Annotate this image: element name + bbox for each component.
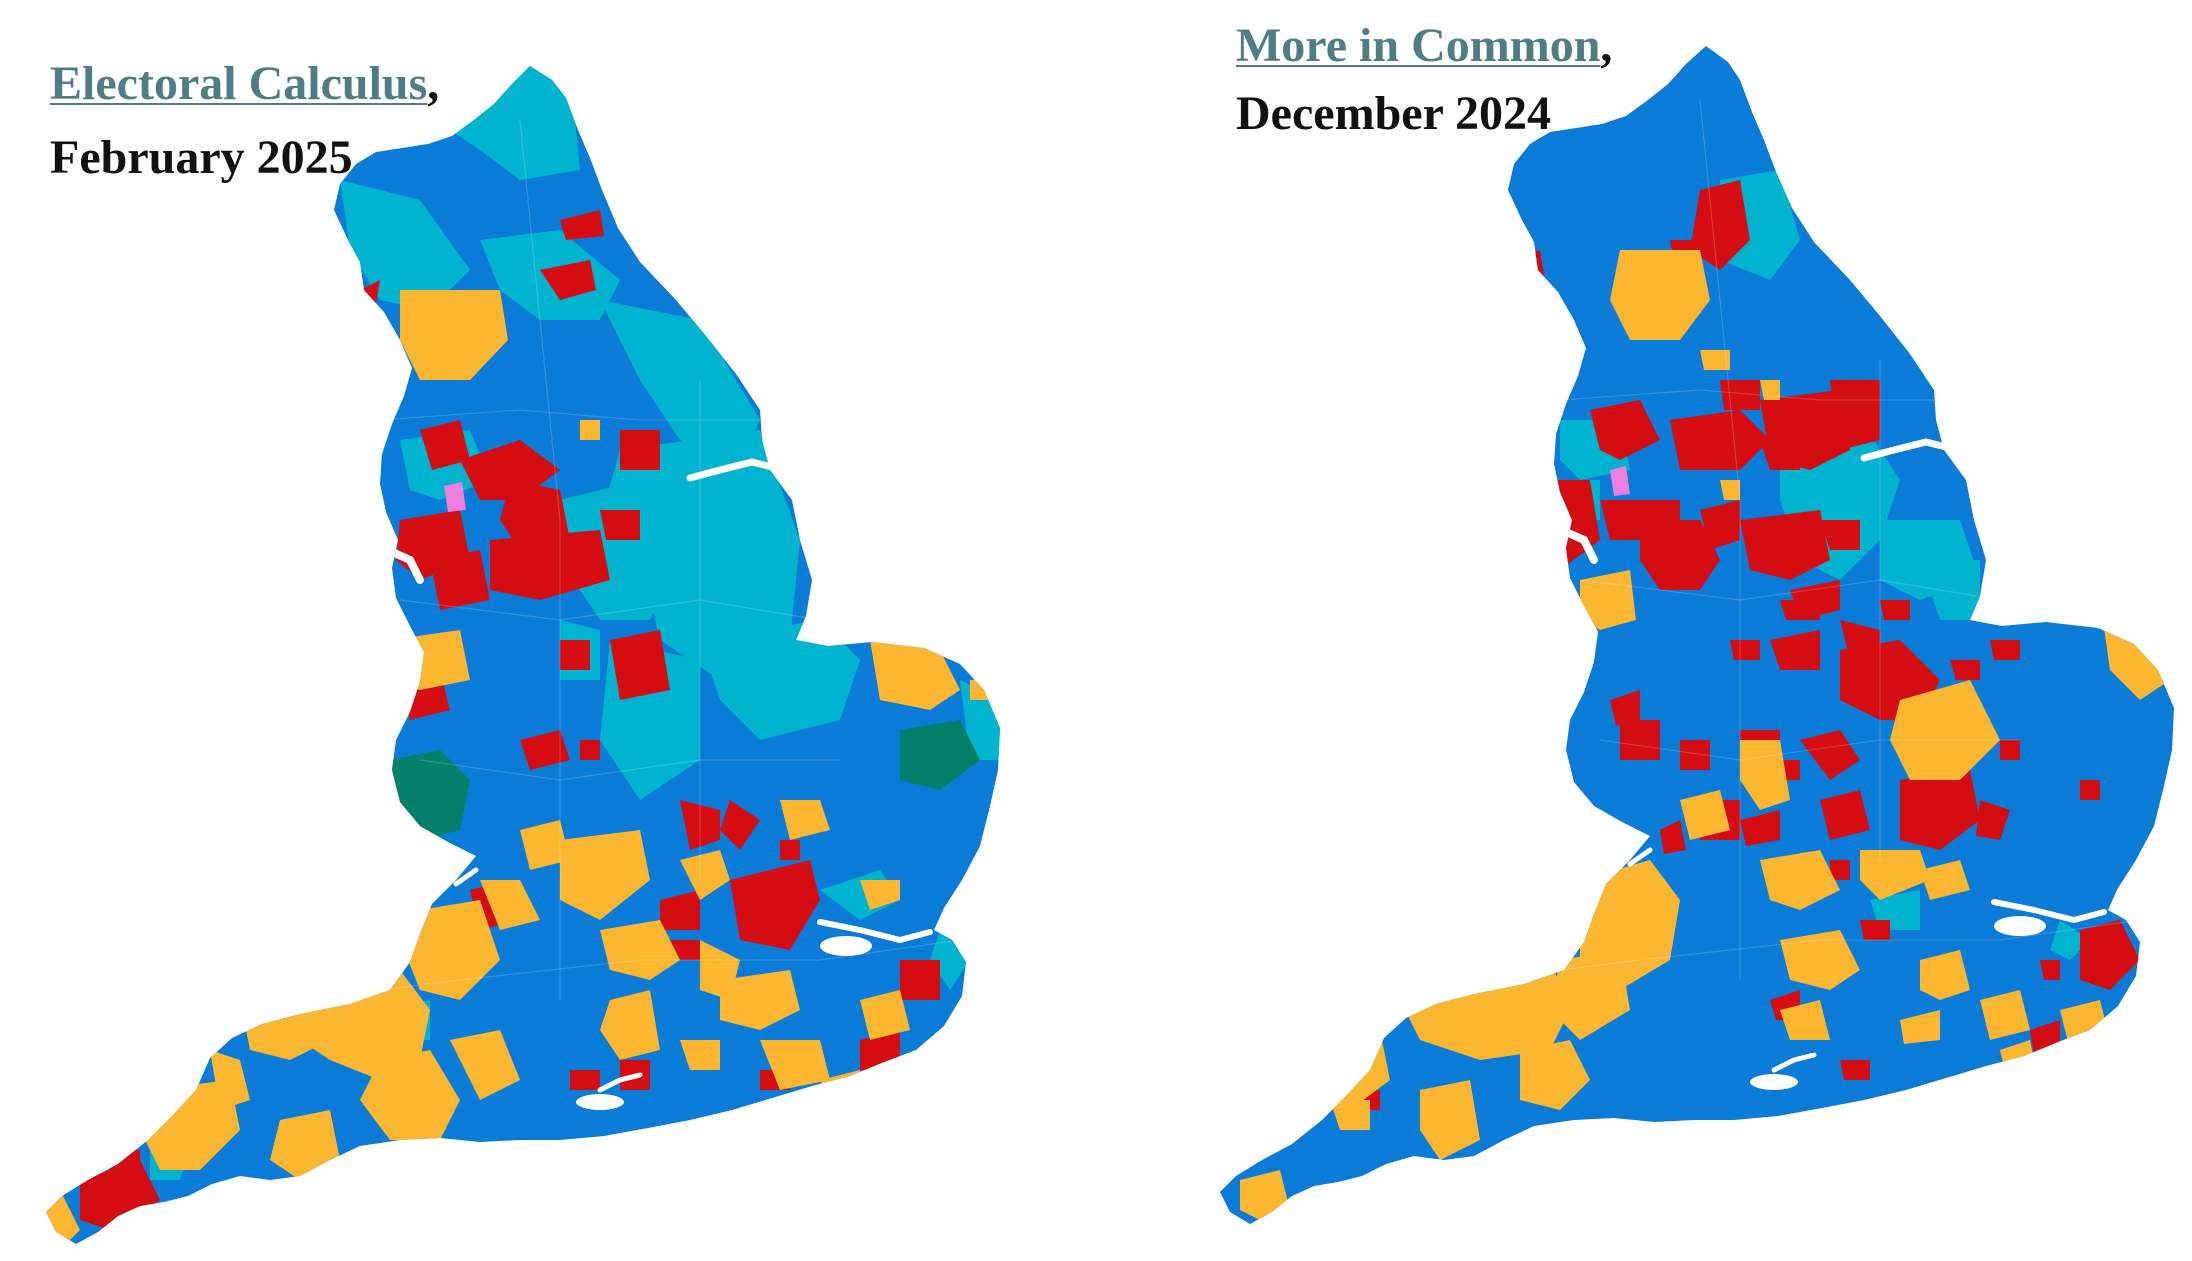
caption-comma: , <box>1600 19 1613 72</box>
map-caption: More in Common, December 2024 <box>1236 22 1612 138</box>
water-features <box>1562 438 2107 1073</box>
map-panel-electoral-calculus: Electoral Calculus, February 2025 <box>46 60 1000 1244</box>
map-caption: Electoral Calculus, February 2025 <box>50 60 439 182</box>
constituency-boundaries <box>1479 99 2141 981</box>
islands-water <box>1750 916 2046 1090</box>
map-date: December 2024 <box>1236 87 1551 140</box>
water-features <box>388 458 933 1093</box>
independent-regions <box>444 482 466 512</box>
islands-water <box>576 936 872 1110</box>
constituency-boundaries <box>299 119 961 1001</box>
map-panel-more-in-common: More in Common, December 2024 <box>1180 0 2192 1261</box>
england-constituency-map <box>46 66 1000 1244</box>
reform-base-area <box>46 66 1000 1244</box>
independent-regions <box>1610 466 1630 496</box>
england-constituency-map <box>1220 46 2174 1224</box>
map-date: February 2025 <box>50 131 353 184</box>
source-link-electoral-calculus[interactable]: Electoral Calculus <box>50 57 428 110</box>
source-link-more-in-common[interactable]: More in Common <box>1236 19 1601 72</box>
reform-base-area <box>1220 46 2174 1224</box>
caption-comma: , <box>427 57 440 110</box>
